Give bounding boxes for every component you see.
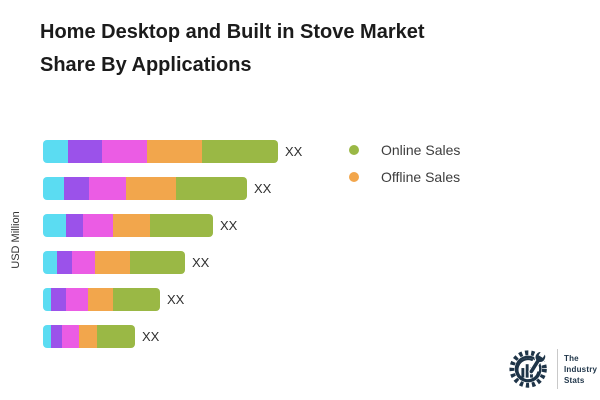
- bar-value-label: XX: [285, 144, 303, 159]
- bar-value-label: XX: [192, 255, 210, 270]
- bar-segment-series-3: [62, 325, 79, 348]
- bar-row: XX: [43, 177, 302, 200]
- bar-segment-series-1: [43, 140, 68, 163]
- bar-segment-series-1: [43, 288, 51, 311]
- logo-wordmark: The Industry Stats: [564, 353, 597, 386]
- bar-segment-online-sales: [130, 251, 185, 274]
- bar-stack: [43, 325, 135, 348]
- bar-segment-offline-sales: [113, 214, 150, 237]
- legend-label-online-sales: Online Sales: [381, 141, 461, 158]
- y-axis-label: USD Million: [10, 211, 22, 269]
- bar-row: XX: [43, 140, 302, 163]
- bar-segment-offline-sales: [147, 140, 202, 163]
- bar-segment-online-sales: [202, 140, 278, 163]
- bar-stack: [43, 251, 185, 274]
- bar-segment-series-1: [43, 177, 64, 200]
- bar-segment-offline-sales: [126, 177, 176, 200]
- bar-segment-series-3: [83, 214, 113, 237]
- bar-row: XX: [43, 214, 302, 237]
- legend-item-online-sales: Online Sales: [349, 136, 460, 163]
- legend-marker-online-sales-icon: [349, 144, 359, 155]
- bar-segment-online-sales: [176, 177, 247, 200]
- bar-stack: [43, 177, 247, 200]
- bar-value-label: XX: [254, 181, 272, 196]
- bar-segment-series-1: [43, 325, 51, 348]
- legend: Online Sales Offline Sales: [349, 136, 460, 190]
- gear-wrench-chart-icon: [509, 350, 547, 388]
- brand-logo: The Industry Stats: [508, 346, 597, 392]
- legend-item-offline-sales: Offline Sales: [349, 163, 460, 190]
- bar-segment-series-2: [51, 288, 66, 311]
- bar-value-label: XX: [167, 292, 185, 307]
- legend-label-offline-sales: Offline Sales: [381, 168, 461, 185]
- chart-title: Home Desktop and Built in Stove Market S…: [40, 16, 560, 82]
- bar-segment-offline-sales: [79, 325, 97, 348]
- bar-segment-series-3: [66, 288, 88, 311]
- bar-segment-offline-sales: [88, 288, 113, 311]
- logo-word-the: The: [564, 353, 579, 363]
- bar-segment-series-2: [51, 325, 62, 348]
- bar-segment-online-sales: [150, 214, 213, 237]
- bar-row: XX: [43, 251, 302, 274]
- logo-word-stats: Stats: [564, 375, 585, 385]
- chart-title-line-2: Share By Applications: [40, 54, 252, 76]
- bar-value-label: XX: [220, 218, 238, 233]
- bar-chart: XX XX XX XX XX XX: [43, 140, 302, 362]
- bar-segment-series-3: [89, 177, 126, 200]
- logo-word-industry: Industry: [564, 364, 598, 374]
- bar-row: XX: [43, 288, 302, 311]
- bar-row: XX: [43, 325, 302, 348]
- bar-segment-series-3: [102, 140, 147, 163]
- bar-segment-series-2: [57, 251, 72, 274]
- bar-value-label: XX: [142, 329, 160, 344]
- bar-stack: [43, 140, 278, 163]
- bar-segment-offline-sales: [95, 251, 130, 274]
- chart-title-line-1: Home Desktop and Built in Stove Market: [40, 21, 425, 43]
- bar-segment-series-2: [66, 214, 83, 237]
- bar-segment-series-3: [72, 251, 95, 274]
- bar-segment-series-1: [43, 251, 57, 274]
- bar-segment-series-2: [64, 177, 89, 200]
- bar-segment-online-sales: [97, 325, 135, 348]
- bar-stack: [43, 288, 160, 311]
- logo-divider: [557, 349, 558, 389]
- bar-stack: [43, 214, 213, 237]
- legend-marker-offline-sales-icon: [349, 171, 359, 182]
- bar-segment-online-sales: [113, 288, 160, 311]
- bar-segment-series-1: [43, 214, 66, 237]
- bar-segment-series-2: [68, 140, 102, 163]
